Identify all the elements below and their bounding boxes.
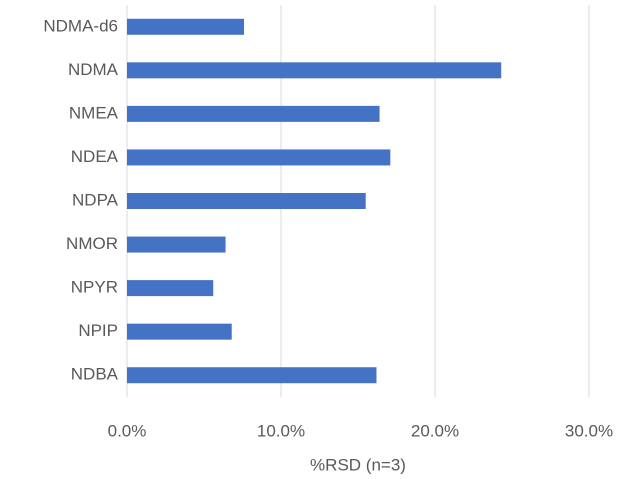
bar (127, 367, 377, 384)
bar (127, 323, 232, 340)
y-tick-label: NDBA (71, 365, 119, 384)
bar (127, 62, 502, 79)
bar (127, 193, 366, 209)
y-tick-label: NMOR (66, 234, 118, 253)
y-tick-label: NMEA (69, 103, 119, 122)
bar (127, 149, 391, 166)
y-tick-label: NDPA (72, 190, 119, 209)
x-axis-title: %RSD (n=3) (310, 455, 406, 474)
y-tick-label: NDMA (68, 60, 119, 79)
bar (127, 18, 245, 35)
y-tick-label: NDMA-d6 (43, 16, 118, 35)
y-tick-label: NPYR (71, 278, 118, 297)
x-tick-label: 30.0% (565, 421, 613, 440)
y-tick-label: NDEA (71, 147, 119, 166)
bar (127, 236, 226, 253)
x-tick-label: 0.0% (108, 421, 147, 440)
bar (127, 105, 380, 122)
bar (127, 280, 214, 297)
x-tick-label: 20.0% (411, 421, 459, 440)
x-tick-label: 10.0% (257, 421, 305, 440)
y-tick-label: NPIP (78, 321, 118, 340)
